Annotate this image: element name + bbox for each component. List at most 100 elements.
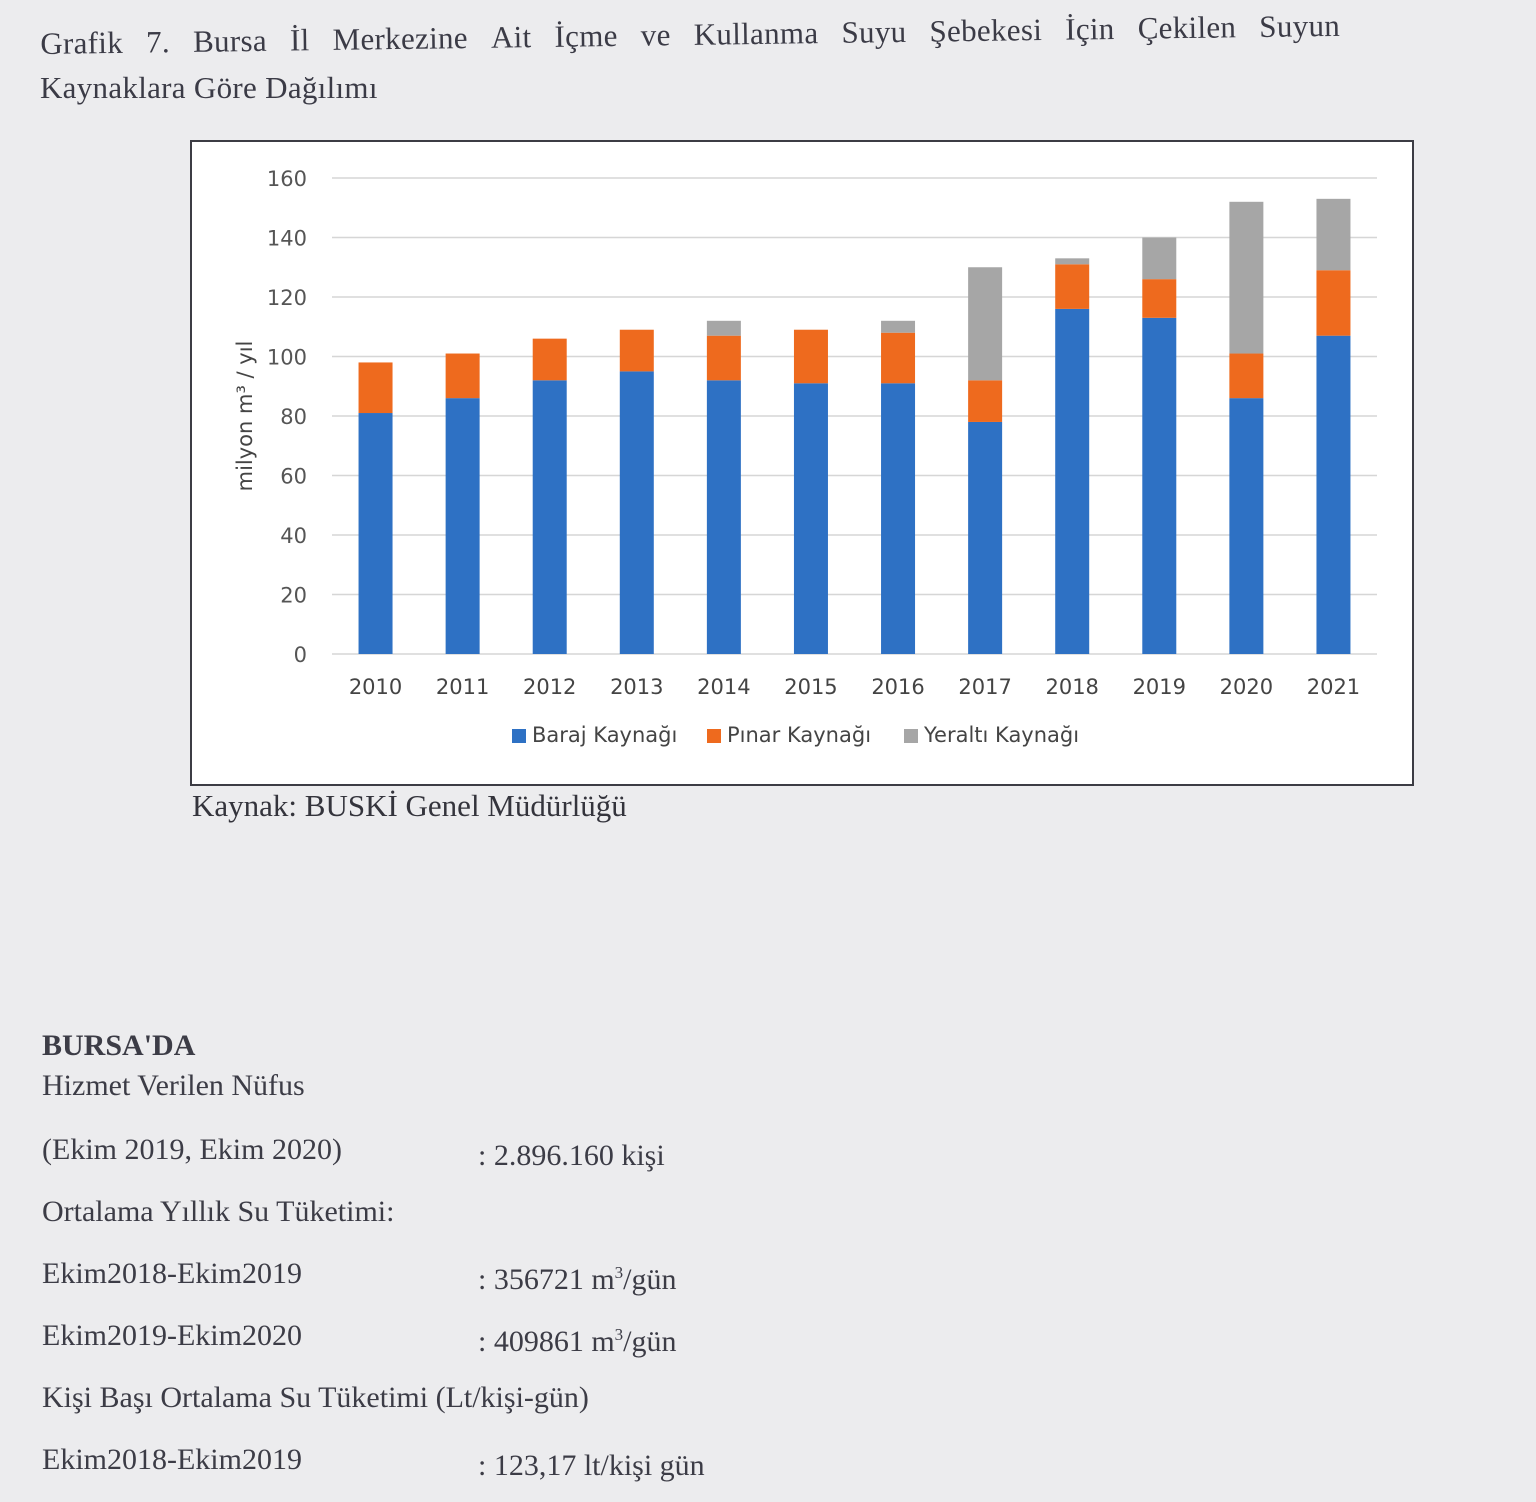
- chart-caption: Grafik 7. Bursa İl Merkezine Ait İçme ve…: [40, 8, 1340, 110]
- caption-word: Çekilen: [1137, 9, 1237, 46]
- bar-segment: [1142, 317, 1177, 654]
- caption-word: İçme: [554, 17, 618, 54]
- stats-label: Hizmet Verilen Nüfus: [42, 1069, 305, 1102]
- bar-segment: [968, 380, 1003, 422]
- bar-segment: [881, 383, 916, 654]
- x-tick-label: 2020: [1220, 675, 1273, 699]
- legend-label: Pınar Kaynağı: [727, 723, 871, 747]
- x-tick-label: 2015: [784, 675, 837, 699]
- bar-segment: [793, 383, 828, 654]
- caption-line-2: Kaynaklara Göre Dağılımı: [40, 70, 378, 105]
- stats-label: Ekim2019-Ekim2020: [42, 1319, 302, 1352]
- y-tick-label: 100: [267, 346, 307, 370]
- bar-segment: [706, 380, 741, 654]
- legend-swatch: [512, 729, 526, 743]
- bar-segment: [1229, 398, 1264, 654]
- stats-label: Kişi Başı Ortalama Su Tüketimi (Lt/kişi-…: [42, 1381, 589, 1414]
- bar-segment: [881, 320, 916, 333]
- stats-label: Ortalama Yıllık Su Tüketimi:: [42, 1195, 395, 1228]
- x-tick-label: 2019: [1133, 675, 1186, 699]
- stats-value-number: : 409861 m: [478, 1325, 615, 1358]
- x-tick-label: 2021: [1307, 675, 1360, 699]
- y-tick-label: 0: [294, 643, 307, 667]
- bar-segment: [1229, 353, 1264, 399]
- y-tick-label: 40: [280, 524, 307, 548]
- bar-segment: [1055, 258, 1090, 265]
- y-axis-label: milyon m³ / yıl: [233, 341, 257, 492]
- x-tick-label: 2013: [610, 675, 663, 699]
- stats-row: Ekim2018-Ekim2019 : 123,17 lt/kişi gün: [42, 1440, 705, 1502]
- y-tick-label: 140: [267, 227, 307, 251]
- bar-segment: [793, 329, 828, 384]
- x-tick-label: 2018: [1045, 675, 1098, 699]
- bar-segment: [706, 335, 741, 381]
- bar-segment: [1142, 279, 1177, 318]
- bar-segment: [619, 329, 654, 372]
- x-tick-label: 2014: [697, 675, 750, 699]
- caption-word: ve: [640, 17, 671, 53]
- stats-row: Kişi Başı Ortalama Su Tüketimi (Lt/kişi-…: [42, 1378, 589, 1440]
- x-tick-label: 2012: [523, 675, 576, 699]
- stats-value-exponent: 3: [614, 1263, 624, 1282]
- caption-word: 7.: [145, 24, 171, 60]
- bar-segment: [619, 371, 654, 654]
- bar-segment: [445, 398, 480, 654]
- y-tick-label: 80: [280, 405, 307, 429]
- stats-value: : 2.896.160 kişi: [478, 1139, 665, 1172]
- x-tick-label: 2016: [871, 675, 924, 699]
- y-tick-label: 20: [280, 584, 307, 608]
- stats-row: Ortalama Yıllık Su Tüketimi:: [42, 1192, 589, 1254]
- stats-row: Ekim2019-Ekim2020 : 409861 m3/gün: [42, 1316, 677, 1378]
- bar-segment: [358, 362, 393, 414]
- consumption-stats: BURSA'DA Hizmet Verilen Nüfus (Ekim 2019…: [42, 1026, 705, 1502]
- stats-label: Ekim2018-Ekim2019: [42, 1443, 302, 1476]
- stats-heading: BURSA'DA: [42, 1029, 196, 1062]
- caption-word: Kullanma: [693, 15, 819, 52]
- y-tick-label: 120: [267, 286, 307, 310]
- bar-segment: [968, 267, 1003, 381]
- caption-word: Bursa: [192, 22, 268, 59]
- bar-segment: [358, 413, 393, 654]
- stats-value: : 409861 m3/gün: [478, 1322, 677, 1362]
- caption-word: İl: [289, 22, 310, 58]
- stacked-bar-chart: 0 20 40 60 80 100 120 140 160 milyon m³ / yıl 2010…: [233, 167, 1377, 747]
- caption-word: Şebekesi: [929, 12, 1043, 49]
- legend-swatch: [904, 729, 918, 743]
- bar-segment: [1055, 308, 1090, 654]
- stats-label: (Ekim 2019, Ekim 2020): [42, 1133, 342, 1166]
- x-tick-label: 2017: [958, 675, 1011, 699]
- stats-value: : 356721 m3/gün: [478, 1260, 677, 1300]
- stats-row: Ekim2018-Ekim2019 : 356721 m3/gün: [42, 1254, 677, 1316]
- x-tick-label: 2010: [349, 675, 402, 699]
- stats-value-unit: /gün: [623, 1325, 677, 1358]
- bar-segment: [1229, 201, 1264, 354]
- chart-source: Kaynak: BUSKİ Genel Müdürlüğü: [192, 788, 627, 823]
- stats-row: Hizmet Verilen Nüfus: [42, 1066, 589, 1130]
- bar-segment: [1316, 270, 1351, 336]
- bar-segment: [532, 338, 567, 381]
- legend-label: Baraj Kaynağı: [532, 723, 677, 747]
- bar-segment: [532, 380, 567, 654]
- y-tick-label: 60: [280, 465, 307, 489]
- caption-word: Suyu: [841, 13, 907, 50]
- stats-row: (Ekim 2019, Ekim 2020) : 2.896.160 kişi: [42, 1130, 665, 1192]
- caption-line-1: Grafik 7. Bursa İl Merkezine Ait İçme ve…: [40, 4, 1340, 66]
- bar-segment: [968, 421, 1003, 654]
- caption-word: İçin: [1064, 10, 1115, 47]
- chart-frame: 0 20 40 60 80 100 120 140 160 milyon m³ / yıl 2010…: [190, 140, 1414, 786]
- y-tick-label: 160: [267, 167, 307, 191]
- caption-word: Merkezine: [332, 20, 469, 57]
- stats-value: : 123,17 lt/kişi gün: [478, 1449, 705, 1482]
- bar-segment: [445, 353, 480, 399]
- stats-label: Ekim2018-Ekim2019: [42, 1257, 302, 1290]
- stats-value-number: : 356721 m: [478, 1263, 615, 1296]
- caption-word: Grafik: [40, 24, 124, 61]
- bar-segment: [1055, 264, 1090, 309]
- stats-value-unit: /gün: [623, 1263, 677, 1296]
- caption-word: Suyun: [1259, 7, 1341, 44]
- caption-word: Ait: [490, 19, 532, 55]
- legend-label: Yeraltı Kaynağı: [923, 723, 1079, 747]
- x-tick-label: 2011: [436, 675, 489, 699]
- legend-swatch: [707, 729, 721, 743]
- bar-segment: [881, 332, 916, 384]
